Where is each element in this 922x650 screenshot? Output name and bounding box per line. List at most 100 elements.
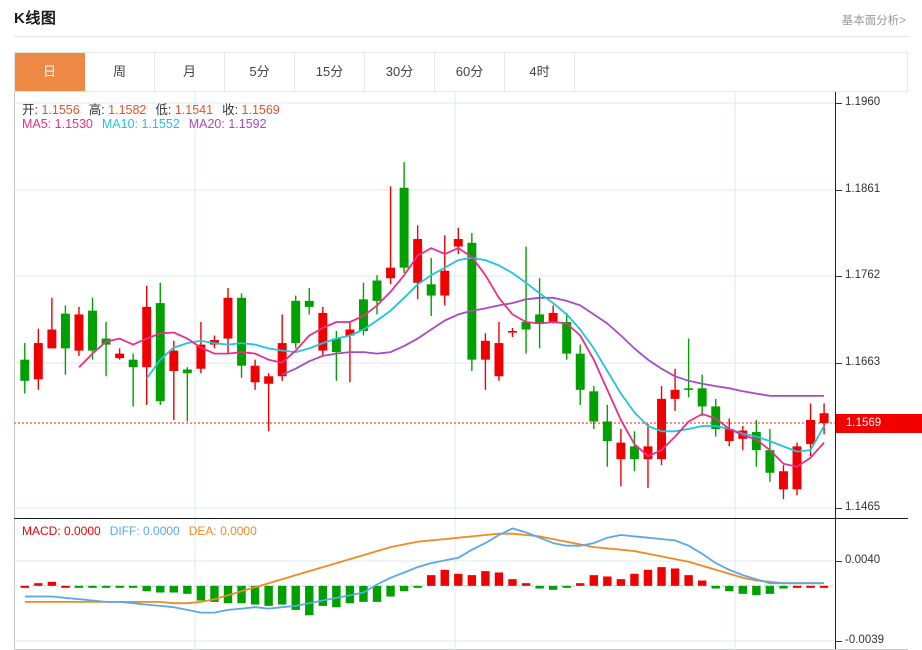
price-tick-dash-0 bbox=[836, 103, 842, 104]
macd-bar bbox=[548, 585, 558, 590]
candle bbox=[453, 227, 463, 255]
macd-bar bbox=[535, 585, 544, 589]
candle bbox=[20, 343, 30, 394]
macd-bar bbox=[183, 585, 192, 594]
diff-line bbox=[24, 527, 825, 614]
candle bbox=[426, 257, 436, 316]
tab-7[interactable]: 60分 bbox=[435, 53, 505, 91]
macd-bar bbox=[603, 576, 612, 586]
ma5-line bbox=[78, 247, 825, 468]
legend-ma20: MA20: 1.1592 bbox=[188, 117, 267, 131]
tabbar-filler bbox=[575, 53, 907, 91]
macd-tick-dash-0 bbox=[836, 561, 842, 562]
price-tick-2: 1.1762 bbox=[845, 269, 881, 281]
candle bbox=[575, 344, 585, 405]
price-tick-dash-1 bbox=[836, 190, 842, 191]
dea-line bbox=[24, 532, 825, 605]
tab-8[interactable]: 4时 bbox=[505, 53, 575, 91]
price-tick-dash-2 bbox=[836, 276, 842, 277]
price-candlestick-chart[interactable] bbox=[14, 92, 835, 518]
macd-indicator-chart[interactable] bbox=[14, 519, 835, 650]
ohlc-value-0: 1.1556 bbox=[41, 103, 80, 117]
price-tick-4: 1.1465 bbox=[845, 501, 881, 513]
macd-bar bbox=[237, 585, 246, 604]
page-header: K线图 基本面分析> bbox=[0, 0, 922, 38]
macd-bar bbox=[169, 585, 179, 593]
candle bbox=[277, 314, 287, 381]
macd-bar bbox=[47, 581, 57, 586]
fundamental-analysis-link[interactable]: 基本面分析> bbox=[841, 15, 906, 27]
ohlc-label-2: 低: bbox=[155, 103, 175, 117]
price-tick-dash-3 bbox=[836, 363, 842, 364]
legend-dea: DEA: 0.0000 bbox=[188, 524, 257, 538]
candle bbox=[778, 465, 788, 500]
price-tick-dash-4 bbox=[836, 508, 842, 509]
candle bbox=[562, 312, 572, 360]
macd-bar bbox=[386, 585, 395, 597]
macd-bar bbox=[467, 575, 477, 586]
price-tick-0: 1.1960 bbox=[845, 96, 881, 108]
candle bbox=[142, 285, 152, 405]
macd-tick-0: 0.0040 bbox=[845, 554, 881, 566]
macd-bar bbox=[684, 575, 693, 586]
macd-bar bbox=[372, 585, 382, 602]
candle bbox=[372, 275, 382, 315]
candle bbox=[101, 321, 111, 377]
candle bbox=[88, 297, 97, 360]
tab-4[interactable]: 5分 bbox=[225, 53, 295, 91]
legend-diff: DIFF: 0.0000 bbox=[109, 524, 180, 538]
macd-bar bbox=[20, 585, 29, 588]
ohlc-label-1: 高: bbox=[88, 103, 109, 117]
candle bbox=[115, 348, 125, 360]
macd-bar bbox=[711, 585, 720, 589]
macd-bar bbox=[738, 585, 748, 594]
macd-legend: MACD: 0.0000 DIFF: 0.0000 DEA: 0.0000 bbox=[22, 524, 266, 538]
header-divider bbox=[14, 36, 908, 37]
macd-bar bbox=[142, 585, 151, 592]
macd-bar bbox=[34, 583, 43, 586]
macd-bar bbox=[725, 585, 734, 592]
candle bbox=[697, 374, 707, 417]
macd-bar bbox=[88, 585, 97, 588]
tab-6[interactable]: 30分 bbox=[365, 53, 435, 91]
legend-macd: MACD: 0.0000 bbox=[22, 524, 101, 538]
ohlc-label-3: 收: bbox=[222, 103, 242, 117]
candle bbox=[819, 403, 829, 435]
macd-bar bbox=[74, 585, 84, 588]
candle bbox=[806, 403, 816, 457]
candle bbox=[589, 386, 599, 430]
macd-bar bbox=[562, 585, 571, 588]
candle bbox=[223, 288, 233, 354]
tab-1[interactable]: 日 bbox=[15, 53, 85, 91]
macd-bar bbox=[440, 569, 449, 586]
ohlc-value-1: 1.1582 bbox=[108, 103, 147, 117]
macd-bar bbox=[399, 585, 409, 592]
candle bbox=[724, 418, 734, 447]
macd-bar bbox=[61, 585, 70, 588]
macd-bar bbox=[616, 579, 626, 586]
page-title: K线图 bbox=[14, 10, 57, 27]
price-tick-3: 1.1663 bbox=[845, 356, 881, 368]
macd-bar bbox=[427, 575, 436, 586]
candle bbox=[169, 340, 179, 420]
ma10-line bbox=[145, 257, 825, 453]
macd-bar bbox=[779, 585, 788, 589]
macd-bar bbox=[264, 585, 273, 606]
candle bbox=[738, 426, 748, 451]
candle bbox=[33, 328, 43, 390]
macd-bar bbox=[752, 585, 761, 596]
candle bbox=[60, 305, 70, 375]
ohlc-label-0: 开: bbox=[22, 103, 42, 117]
candle bbox=[602, 404, 612, 467]
macd-bar bbox=[697, 580, 707, 586]
macd-bar bbox=[332, 585, 341, 608]
candle bbox=[629, 431, 639, 472]
candle bbox=[250, 359, 260, 390]
macd-bar bbox=[643, 569, 653, 586]
panel-divider bbox=[14, 518, 908, 519]
tab-5[interactable]: 15分 bbox=[295, 53, 365, 91]
tab-3[interactable]: 月 bbox=[155, 53, 225, 91]
macd-bar bbox=[250, 585, 260, 605]
tab-2[interactable]: 周 bbox=[85, 53, 155, 91]
